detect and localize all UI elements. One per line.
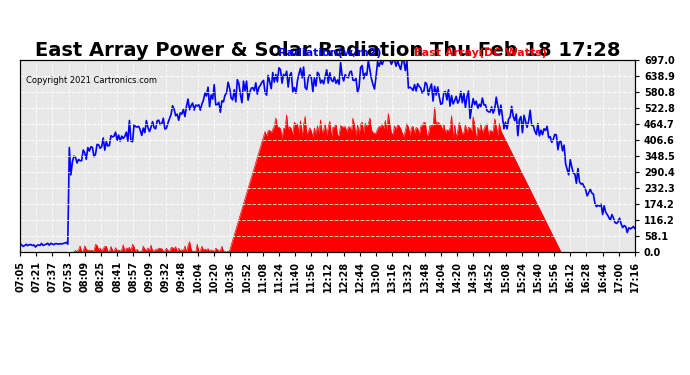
Title: East Array Power & Solar Radiation Thu Feb 18 17:28: East Array Power & Solar Radiation Thu F… bbox=[34, 41, 620, 60]
Text: Copyright 2021 Cartronics.com: Copyright 2021 Cartronics.com bbox=[26, 76, 157, 86]
Text: Radiation(w/m2): Radiation(w/m2) bbox=[278, 48, 382, 58]
Text: East Array(DC Watts): East Array(DC Watts) bbox=[413, 48, 546, 58]
